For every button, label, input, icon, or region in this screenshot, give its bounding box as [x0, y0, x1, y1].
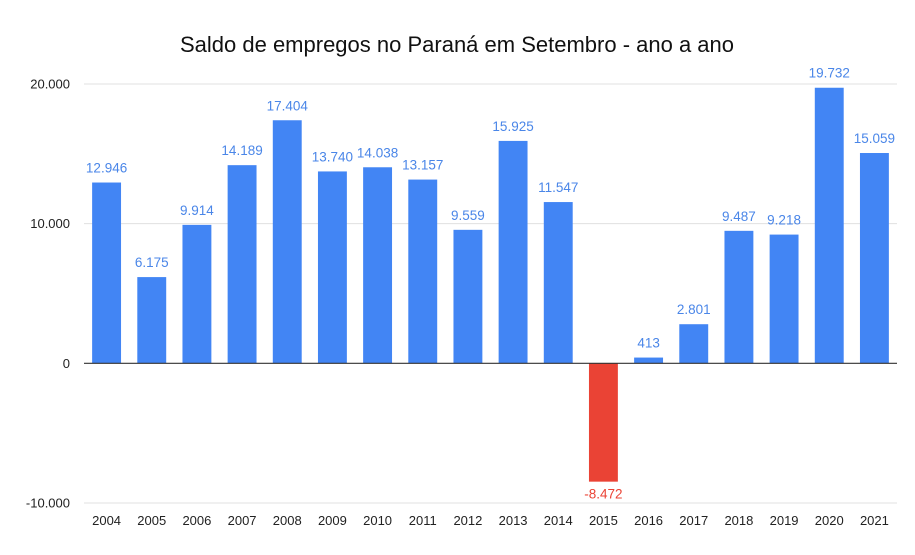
y-axis-ticks: 20.000 10.000 0 -10.000	[26, 77, 70, 511]
bar-2015	[588, 363, 618, 482]
data-label-2009: 13.740	[312, 149, 353, 164]
chart-title: Saldo de empregos no Paraná em Setembro …	[180, 32, 734, 57]
bar-2004	[92, 182, 122, 364]
y-tick-label: 20.000	[30, 77, 70, 92]
x-tick-label: 2019	[770, 513, 799, 528]
bar-2017	[679, 324, 709, 364]
x-tick-label: 2014	[544, 513, 573, 528]
bars	[92, 87, 889, 482]
x-tick-label: 2004	[92, 513, 121, 528]
data-labels: 12.946 6.175 9.914 14.189 17.404 13.740 14.038…	[86, 66, 895, 502]
data-label-2015: -8.472	[584, 487, 622, 502]
data-label-2019: 9.218	[767, 213, 801, 228]
x-tick-label: 2017	[679, 513, 708, 528]
x-tick-label: 2010	[363, 513, 392, 528]
data-label-2016: 413	[637, 336, 660, 351]
data-label-2017: 2.801	[677, 302, 711, 317]
data-label-2010: 14.038	[357, 145, 398, 160]
bar-2018	[724, 230, 754, 364]
bar-2012	[453, 229, 483, 364]
bar-2019	[769, 234, 799, 364]
data-label-2018: 9.487	[722, 209, 756, 224]
x-tick-label: 2011	[409, 513, 437, 528]
bar-2005	[137, 277, 167, 364]
bar-2007	[227, 165, 257, 364]
x-tick-label: 2013	[499, 513, 528, 528]
data-label-2008: 17.404	[267, 98, 309, 113]
data-label-2004: 12.946	[86, 161, 127, 176]
y-tick-label: 10.000	[30, 216, 70, 231]
data-label-2012: 9.559	[451, 208, 485, 223]
data-label-2011: 13.157	[402, 158, 443, 173]
data-label-2005: 6.175	[135, 255, 169, 270]
gridlines	[84, 83, 897, 504]
bar-2009	[317, 171, 347, 364]
x-tick-label: 2015	[589, 513, 618, 528]
bar-2010	[363, 167, 393, 364]
x-tick-label: 2020	[815, 513, 844, 528]
data-label-2006: 9.914	[180, 203, 214, 218]
data-label-2020: 19.732	[809, 66, 850, 81]
bar-2016	[634, 357, 664, 364]
bar-2008	[272, 120, 302, 364]
x-tick-label: 2012	[453, 513, 482, 528]
x-tick-label: 2006	[182, 513, 211, 528]
data-label-2007: 14.189	[221, 143, 262, 158]
data-label-2021: 15.059	[854, 131, 895, 146]
x-tick-label: 2007	[228, 513, 257, 528]
data-label-2013: 15.925	[492, 119, 533, 134]
y-tick-label: -10.000	[26, 496, 70, 511]
bar-2021	[859, 153, 889, 364]
bar-2014	[543, 202, 573, 364]
x-axis-ticks: 2004 2005 2006 2007 2008 2009 2010 2011 2012 2013…	[92, 513, 889, 528]
x-tick-label: 2008	[273, 513, 302, 528]
x-tick-label: 2005	[137, 513, 166, 528]
bar-2013	[498, 140, 528, 364]
bar-2011	[408, 179, 438, 364]
x-tick-label: 2021	[860, 513, 889, 528]
bar-2020	[814, 87, 844, 364]
x-tick-label: 2009	[318, 513, 347, 528]
x-tick-label: 2018	[724, 513, 753, 528]
data-label-2014: 11.547	[538, 180, 578, 195]
bar-2006	[182, 224, 212, 364]
y-tick-label: 0	[63, 356, 70, 371]
x-tick-label: 2016	[634, 513, 663, 528]
